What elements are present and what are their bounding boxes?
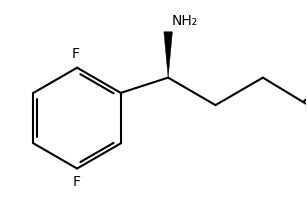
Text: NH₂: NH₂ [171,14,197,28]
Polygon shape [164,32,173,78]
Text: F: F [72,47,80,61]
Text: F: F [73,175,81,189]
